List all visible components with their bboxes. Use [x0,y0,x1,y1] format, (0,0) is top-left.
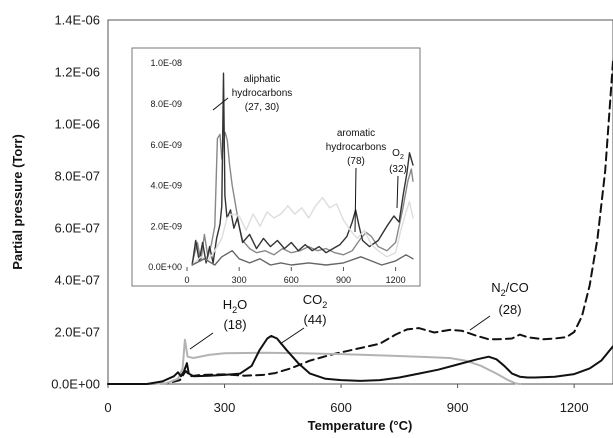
main-x-tick-label: 900 [447,400,469,415]
main-y-tick-label: 6.0E-07 [54,221,100,236]
main-series-line-2 [107,334,613,385]
annotation-co2-leader [279,327,305,345]
inset-x-tick-label: 300 [232,275,247,285]
inset-y-tick-label: 8.0E-09 [150,99,182,109]
annotation-o2: O2 (32) [389,148,407,209]
y-axis-label: Partial pressure (Torr) [10,134,25,270]
annotation-o2-leader [396,175,399,209]
main-x-tick-label: 300 [214,400,236,415]
annotation-h2o: H2O (18) [189,297,248,350]
annotation-n2co-label: N2/CO [491,280,529,298]
main-y-tick-label: 8.0E-07 [54,169,100,184]
annotation-aromatic-line1: aromatic [337,128,375,139]
main-x-tick-label: 0 [104,400,111,415]
main-x-tick-label: 600 [330,400,352,415]
annotation-aliphatic-line1: aliphatic [244,74,281,85]
inset-series-line-3 [191,250,414,266]
annotation-aromatic-leader [354,167,357,233]
main-y-tick-label: 1.0E-06 [54,117,100,132]
annotation-aliphatic: aliphatic hydrocarbons (27, 30) [212,74,293,113]
main-series-line-1 [107,338,521,385]
annotation-aromatic-line3: (78) [347,156,365,167]
inset-y-tick-label: 2.0E-09 [150,221,182,231]
annotation-co2-mz: (44) [303,312,326,327]
annotation-h2o-label: H2O [223,297,248,315]
annotation-aliphatic-line3: (27, 30) [245,102,279,113]
plot-frame [107,19,613,385]
main-y-tick-label: 1.2E-06 [54,65,100,80]
inset-series-line-1 [191,72,414,266]
main-series-line-0 [107,60,613,385]
inset-x-tick-label: 900 [336,275,351,285]
main-y-tick-label: 0.0E+00 [51,377,100,392]
inset-y-tick-label: 6.0E-09 [150,140,182,150]
main-y-tick-label: 1.4E-06 [54,13,100,28]
main-y-tick-label: 4.0E-07 [54,273,100,288]
annotation-co2-label: CO2 [303,292,328,310]
main-y-tick-label: 2.0E-07 [54,325,100,340]
inset-series-line-2 [191,196,414,266]
annotation-h2o-mz: (18) [223,317,246,332]
annotation-co2: CO2 (44) [279,292,328,345]
annotation-o2-mz: (32) [389,164,407,175]
inset-frame [131,47,421,287]
inset-y-tick-label: 1.0E-08 [150,58,182,68]
main-x-tick-label: 1200 [560,400,589,415]
annotation-aliphatic-line2: hydrocarbons [232,88,293,99]
annotation-h2o-leader [189,332,214,350]
annotation-aliphatic-leader [212,97,229,111]
annotation-aromatic-line2: hydrocarbons [326,142,387,153]
annotation-aromatic: aromatic hydrocarbons (78) [326,128,387,233]
x-axis-label: Temperature (°C) [308,418,413,433]
annotation-n2co-leader [469,315,491,331]
annotation-o2-label: O2 [392,148,404,161]
inset-x-tick-label: 1200 [386,275,406,285]
annotation-n2co: N2/CO (28) [469,280,529,331]
inset-y-tick-label: 0.0E+00 [148,262,182,272]
inset-y-tick-label: 4.0E-09 [150,181,182,191]
inset-x-tick-label: 600 [284,275,299,285]
inset-series-line-0 [191,131,414,264]
inset-x-tick-label: 0 [184,275,189,285]
annotation-n2co-mz: (28) [498,302,521,317]
